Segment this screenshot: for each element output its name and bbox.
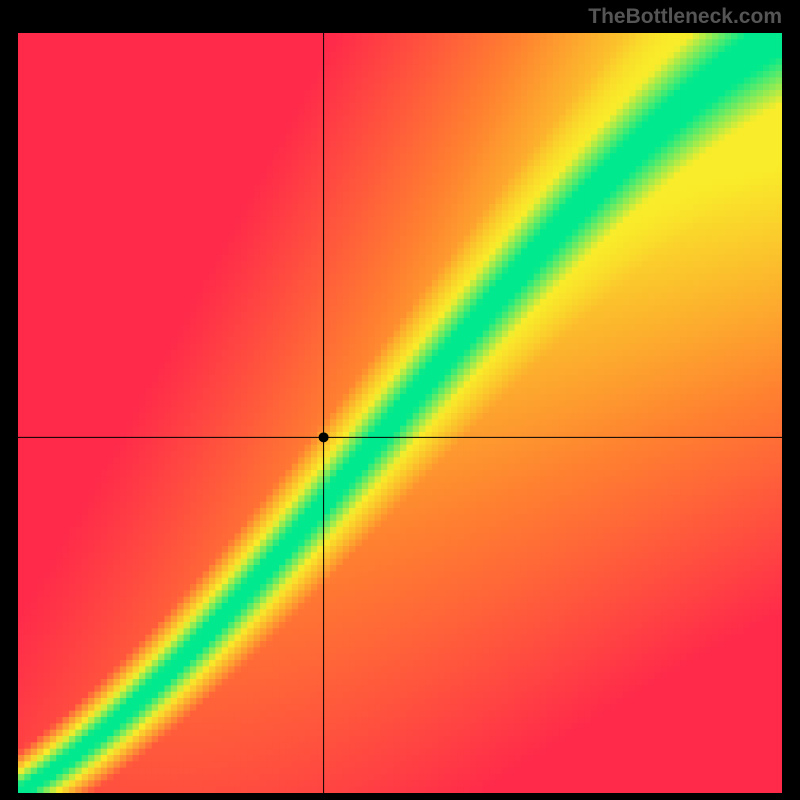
watermark-text: TheBottleneck.com [588,5,782,29]
bottleneck-heatmap [18,33,782,793]
crosshair-dot [319,432,329,442]
heatmap-cells [18,33,782,793]
